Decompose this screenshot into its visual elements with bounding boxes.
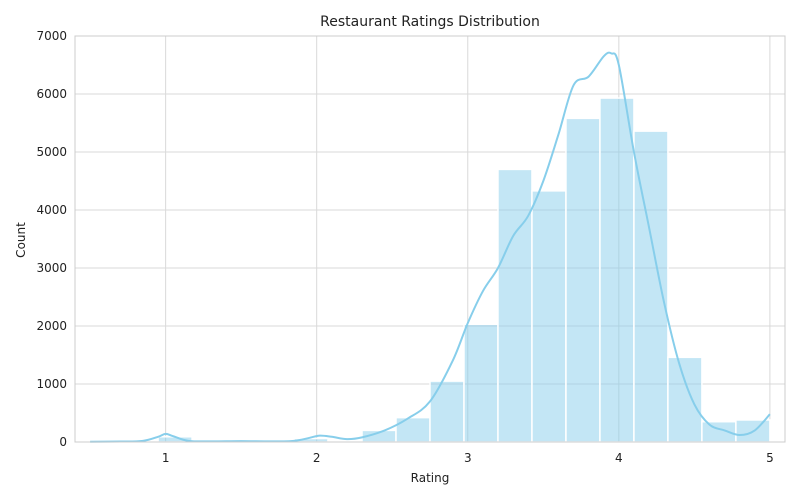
histogram-bars [89,97,771,443]
x-tick-label: 2 [313,451,321,465]
y-tick-label: 5000 [36,145,67,159]
y-tick-label: 7000 [36,29,67,43]
histogram-bar [395,416,431,443]
y-tick-label: 4000 [36,203,67,217]
x-axis-label: Rating [411,471,450,485]
histogram-bar [667,356,703,443]
histogram-bar [497,168,533,443]
histogram-bar [463,323,499,443]
x-tick-labels: 1 2 3 4 5 [162,451,774,465]
x-tick-label: 1 [162,451,170,465]
y-tick-label: 3000 [36,261,67,275]
y-tick-label: 2000 [36,319,67,333]
x-tick-label: 4 [615,451,623,465]
x-tick-label: 3 [464,451,472,465]
x-tick-label: 5 [766,451,774,465]
y-tick-labels: 0 1000 2000 3000 4000 5000 6000 7000 [36,29,67,449]
y-tick-label: 1000 [36,377,67,391]
histogram-bar [429,380,465,443]
histogram-bar [531,190,567,443]
histogram-bar [599,97,635,443]
plot-frame [74,35,786,443]
chart-title: Restaurant Ratings Distribution [320,14,540,30]
histogram-bar [565,117,601,443]
y-tick-label: 6000 [36,87,67,101]
kde-line [90,51,771,443]
y-axis-label: Count [14,222,28,258]
y-tick-label: 0 [59,435,67,449]
